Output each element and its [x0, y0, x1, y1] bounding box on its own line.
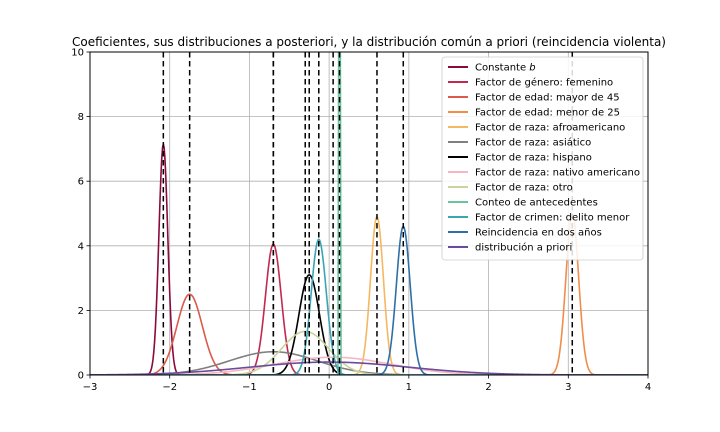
x-tick-label: 3	[565, 382, 571, 393]
legend-label-italic: b	[529, 63, 535, 74]
legend-label-2: Factor de edad: mayor de 45	[475, 93, 620, 104]
x-axis: −3 −2 −1 0 1 2 3 4	[83, 375, 651, 393]
y-tick-label: 8	[78, 112, 84, 123]
chart-title: Coeficientes, sus distribuciones a poste…	[72, 35, 666, 49]
y-tick-label: 10	[71, 48, 84, 59]
x-tick-label: −1	[242, 382, 257, 393]
y-tick-label: 6	[78, 177, 84, 188]
series-curve-2	[90, 293, 648, 375]
legend-label-7: Factor de raza: nativo americano	[475, 168, 640, 179]
y-axis: 0 2 4 6 8 10	[71, 48, 90, 382]
legend-label-10: Factor de crimen: delito menor	[475, 213, 630, 224]
x-tick-label: 1	[406, 382, 412, 393]
legend-label-11: Reincidencia en dos años	[475, 228, 602, 239]
x-tick-label: 0	[326, 382, 332, 393]
series-curve-8	[90, 330, 648, 375]
legend-label-0: Constante b	[475, 63, 536, 74]
legend-label-4: Factor de raza: afroamericano	[475, 123, 625, 134]
series-curve-3	[90, 212, 648, 375]
y-tick-label: 2	[78, 306, 84, 317]
legend-label-8: Factor de raza: otro	[475, 183, 573, 194]
x-tick-label: −2	[162, 382, 177, 393]
x-tick-label: 2	[485, 382, 491, 393]
plot-frame	[89, 51, 649, 376]
y-tick-label: 0	[78, 371, 84, 382]
x-tick-label: −3	[83, 382, 98, 393]
legend-label-6: Factor de raza: hispano	[475, 153, 592, 164]
series-curve-4	[90, 215, 648, 375]
legend-label-9: Conteo de antecedentes	[475, 198, 598, 209]
legend-label-5: Factor de raza: asiático	[475, 137, 591, 149]
x-tick-label: 4	[645, 382, 651, 393]
legend-label-main: Constante	[475, 63, 529, 74]
legend-label-3: Factor de edad: menor de 25	[475, 108, 620, 119]
legend: Constante b Factor de género: femenino Fac…	[441, 56, 644, 261]
y-tick-label: 4	[78, 241, 84, 252]
legend-box	[441, 56, 644, 261]
legend-label-12: distribución a priori	[475, 242, 572, 254]
legend-label-1: Factor de género: femenino	[475, 77, 613, 89]
